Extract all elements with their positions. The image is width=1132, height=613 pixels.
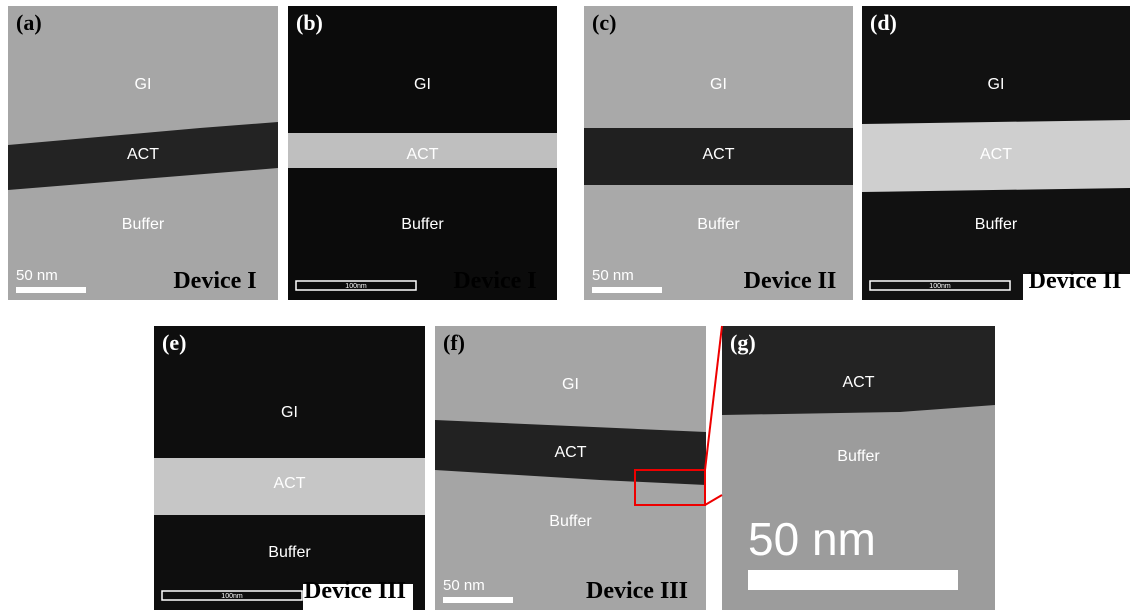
layer-label: Buffer	[268, 544, 311, 561]
device-label: Device III	[586, 578, 688, 604]
layer-label: ACT	[703, 146, 735, 163]
device-label: Device II	[1029, 268, 1122, 294]
layer-label: ACT	[407, 146, 439, 163]
device-label: Device III	[304, 578, 406, 604]
scale-bar	[748, 570, 958, 590]
layer-label: Buffer	[122, 216, 165, 233]
scale-label: 100nm	[345, 283, 367, 290]
layer-label: GI	[135, 76, 152, 93]
layer-label: ACT	[274, 475, 306, 492]
scale-label: 50 nm	[748, 513, 876, 565]
panel-label: (e)	[162, 330, 186, 355]
scale-label: 50 nm	[443, 577, 485, 594]
layer-label: GI	[281, 404, 298, 421]
layer-label: Buffer	[837, 448, 880, 465]
layer-label: GI	[414, 76, 431, 93]
layer-label: ACT	[843, 374, 875, 391]
scale-label: 100nm	[929, 283, 951, 290]
panel-label: (b)	[296, 10, 323, 35]
layer-label: ACT	[555, 444, 587, 461]
zoom-line	[705, 326, 722, 470]
layer-label: Buffer	[975, 216, 1018, 233]
figure: GI ACT Buffer (a) 50 nm Device I GI ACT Buffer (b…	[0, 0, 1132, 613]
layer-label: ACT	[980, 146, 1012, 163]
panel-label: (a)	[16, 10, 42, 35]
device-label: Device I	[453, 268, 536, 294]
layer-label: Buffer	[697, 216, 740, 233]
scale-bar	[16, 287, 86, 293]
layer-label: Buffer	[549, 513, 592, 530]
device-label: Device II	[744, 268, 837, 294]
layer-label: GI	[710, 76, 727, 93]
layer-label: ACT	[127, 146, 159, 163]
scale-label: 50 nm	[592, 267, 634, 284]
layer-label: Buffer	[401, 216, 444, 233]
scale-label: 100nm	[221, 593, 243, 600]
device-label: Device I	[173, 268, 256, 294]
scale-bar	[443, 597, 513, 603]
panel-label: (f)	[443, 330, 465, 355]
scale-label: 50 nm	[16, 267, 58, 284]
panel-label: (d)	[870, 10, 897, 35]
scale-bar	[592, 287, 662, 293]
panel-label: (c)	[592, 10, 616, 35]
layer-label: GI	[988, 76, 1005, 93]
panel-label: (g)	[730, 330, 756, 355]
act-layer	[722, 326, 995, 415]
zoom-line	[705, 495, 722, 505]
layer-label: GI	[562, 376, 579, 393]
